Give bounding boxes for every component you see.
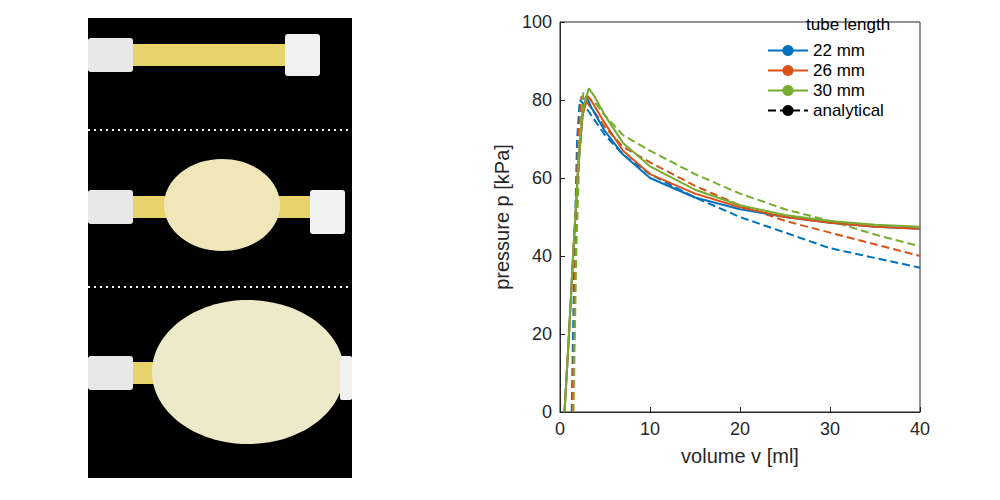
svg-text:pressure p [kPa]: pressure p [kPa] xyxy=(491,144,513,290)
svg-text:0: 0 xyxy=(542,402,552,422)
svg-text:60: 60 xyxy=(532,168,552,188)
svg-text:0: 0 xyxy=(555,419,565,439)
svg-text:analytical: analytical xyxy=(813,101,884,120)
svg-text:volume v [ml]: volume v [ml] xyxy=(681,445,799,467)
svg-text:20: 20 xyxy=(532,324,552,344)
svg-text:tube length: tube length xyxy=(806,15,890,34)
svg-text:30: 30 xyxy=(820,419,840,439)
svg-text:10: 10 xyxy=(640,419,660,439)
svg-text:100: 100 xyxy=(522,12,552,32)
svg-text:40: 40 xyxy=(532,246,552,266)
svg-text:20: 20 xyxy=(730,419,750,439)
svg-text:22 mm: 22 mm xyxy=(813,41,865,60)
svg-text:80: 80 xyxy=(532,90,552,110)
svg-text:26 mm: 26 mm xyxy=(813,61,865,80)
svg-text:30 mm: 30 mm xyxy=(813,81,865,100)
svg-text:40: 40 xyxy=(910,419,930,439)
